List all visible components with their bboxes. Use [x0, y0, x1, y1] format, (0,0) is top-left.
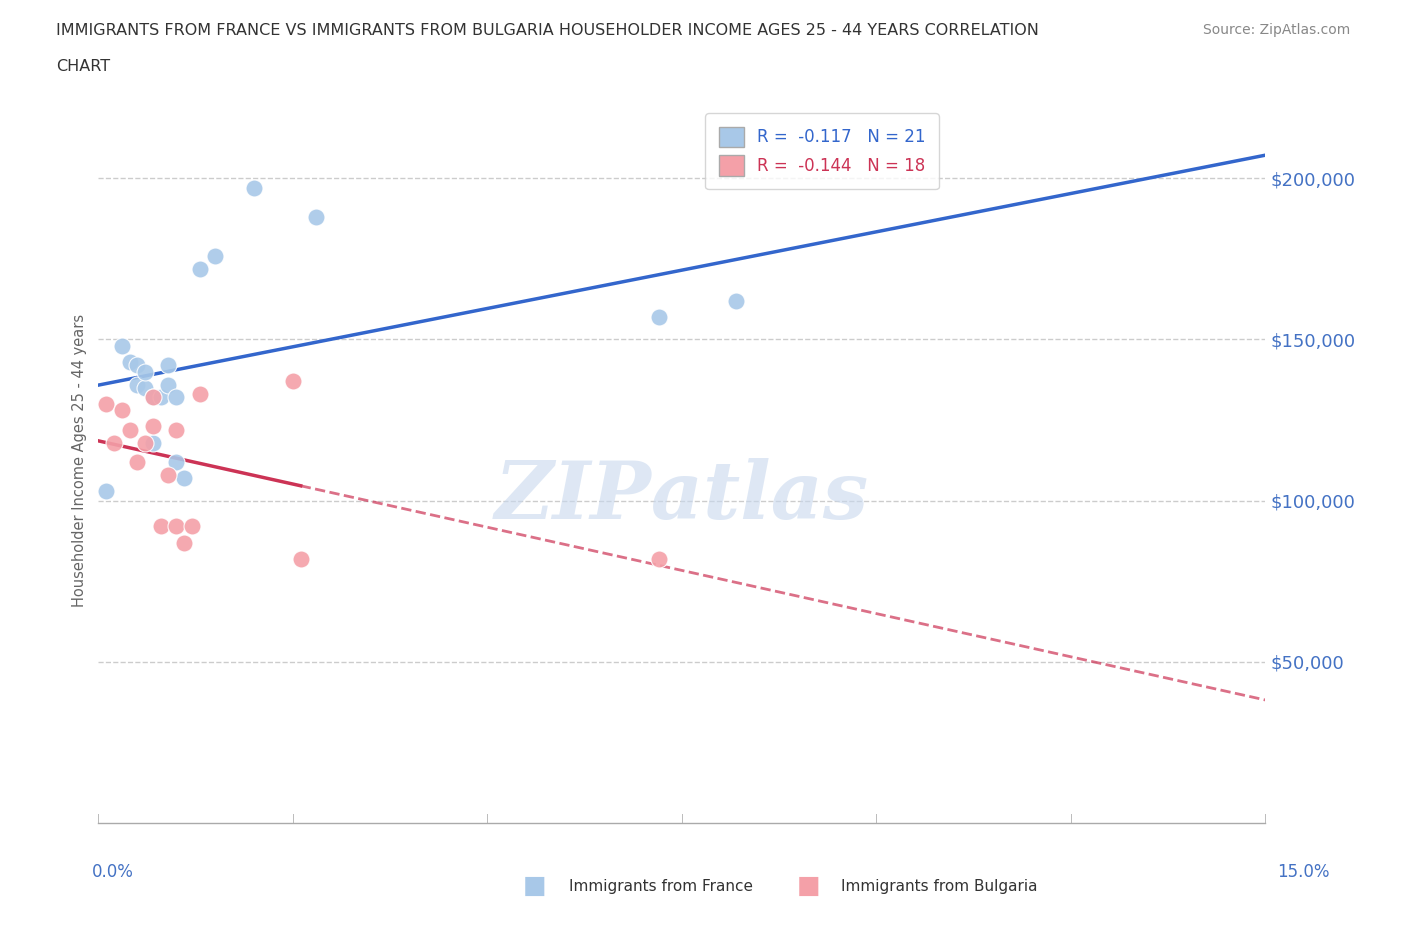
Point	[165, 519, 187, 534]
Point	[142, 390, 165, 405]
Point	[173, 535, 195, 550]
Point	[127, 358, 149, 373]
Point	[180, 519, 202, 534]
Text: CHART: CHART	[56, 59, 110, 73]
Point	[127, 455, 149, 470]
Text: 15.0%: 15.0%	[1277, 863, 1329, 881]
Point	[157, 468, 180, 483]
Text: ZIP​atlas: ZIP​atlas	[495, 458, 869, 536]
Point	[647, 551, 669, 566]
Point	[111, 403, 134, 418]
Y-axis label: Householder Income Ages 25 - 44 years: Householder Income Ages 25 - 44 years	[72, 313, 87, 607]
Point	[149, 519, 172, 534]
Text: Source: ZipAtlas.com: Source: ZipAtlas.com	[1202, 23, 1350, 37]
Point	[111, 339, 134, 353]
Text: ■: ■	[523, 874, 546, 898]
Point	[134, 380, 156, 395]
Point	[118, 422, 141, 437]
Point	[173, 471, 195, 485]
Point	[142, 419, 165, 434]
Text: Immigrants from Bulgaria: Immigrants from Bulgaria	[841, 879, 1038, 894]
Point	[149, 390, 172, 405]
Point	[134, 365, 156, 379]
Text: Immigrants from France: Immigrants from France	[569, 879, 754, 894]
Point	[188, 261, 211, 276]
Point	[157, 358, 180, 373]
Text: 0.0%: 0.0%	[91, 863, 134, 881]
Point	[142, 435, 165, 450]
Text: ■: ■	[797, 874, 820, 898]
Point	[165, 455, 187, 470]
Point	[188, 387, 211, 402]
Point	[290, 551, 312, 566]
Point	[165, 422, 187, 437]
Point	[134, 435, 156, 450]
Point	[118, 354, 141, 369]
Point	[96, 396, 118, 411]
Point	[142, 390, 165, 405]
Point	[127, 378, 149, 392]
Point	[281, 374, 304, 389]
Point	[103, 435, 125, 450]
Point	[165, 390, 187, 405]
Point	[305, 209, 328, 224]
Point	[96, 484, 118, 498]
Legend: R =  -0.117   N = 21, R =  -0.144   N = 18: R = -0.117 N = 21, R = -0.144 N = 18	[706, 113, 939, 189]
Text: IMMIGRANTS FROM FRANCE VS IMMIGRANTS FROM BULGARIA HOUSEHOLDER INCOME AGES 25 - : IMMIGRANTS FROM FRANCE VS IMMIGRANTS FRO…	[56, 23, 1039, 38]
Point	[243, 180, 266, 195]
Point	[647, 310, 669, 325]
Point	[204, 248, 226, 263]
Point	[157, 378, 180, 392]
Point	[725, 293, 748, 308]
